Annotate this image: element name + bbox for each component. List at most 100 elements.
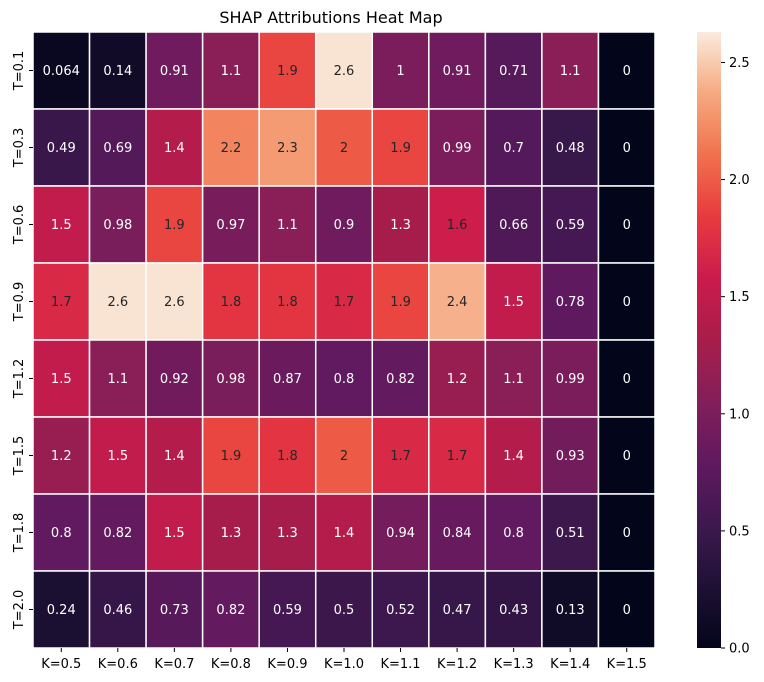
cell-value-label: 0.48 [556,141,585,156]
cell-value-label: 1.7 [390,449,411,464]
cell-value-label: 0.52 [386,603,415,618]
colorbar-tick-label: 0.5 [729,524,750,539]
x-tick-label: K=1.2 [437,657,477,672]
heatmap-cell [201,339,260,418]
cell-value-label: 1.5 [51,218,72,233]
cell-value-label: 2.3 [277,141,298,156]
cell-value-label: 1.3 [390,218,411,233]
heatmap-cell [314,185,374,264]
heatmap-cell [32,493,91,572]
heatmap-cell [314,339,374,418]
heatmap-cell [597,570,656,649]
heatmap-cell [32,185,91,264]
y-tick-label: T=0.9 [12,282,27,323]
cell-value-label: 0.82 [103,526,132,541]
cell-value-label: 1.9 [221,449,242,464]
cell-value-label: 0.8 [334,372,355,387]
x-axis-ticks: K=0.5 K=0.6 K=0.7 K=0.8 K=0.9 K=1.0 K=1.1 K=1.2… [41,648,647,672]
cell-value-label: 0 [623,526,631,541]
x-tick-label: K=0.8 [211,657,251,672]
cell-value-label: 0.84 [443,526,472,541]
cell-value-label: 1 [396,64,404,79]
y-tick-label: T=1.8 [12,513,27,554]
cell-value-label: 0.9 [334,218,355,233]
heatmap-cell [314,108,374,187]
cell-value-label: 1.5 [503,295,524,310]
x-tick-label: K=0.5 [41,657,81,672]
cell-value-label: 1.2 [447,372,468,387]
cell-value-label: 1.1 [107,372,128,387]
cell-value-label: 1.7 [334,295,355,310]
heatmap-cell [428,570,487,649]
cell-value-label: 0.59 [273,603,302,618]
cell-value-label: 0.98 [216,372,245,387]
y-tick-label: T=1.2 [12,359,27,400]
cell-value-label: 1.4 [503,449,524,464]
cell-value-label: 1.2 [51,449,72,464]
heatmap-cell [371,493,430,572]
cell-value-label: 0.46 [103,603,132,618]
cell-value-label: 0.91 [160,64,189,79]
heatmap-cell [541,570,600,649]
cell-value-label: 0.24 [47,603,76,618]
heatmap-cell [371,570,430,649]
cell-value-label: 1.3 [221,526,242,541]
colorbar-tick-label: 2.5 [729,56,750,71]
cell-value-label: 0 [623,372,631,387]
cell-value-label: 1.4 [334,526,355,541]
cell-value-label: 1.5 [107,449,128,464]
y-axis-ticks: T=0.1 T=0.3 T=0.6 T=0.9 T=1.2 T=1.5 T=1.8 T=2.0 [12,51,33,630]
heatmap-cell [88,493,147,572]
heatmap-cell [541,108,600,187]
cell-value-label: 2.6 [107,295,128,310]
heatmap-cell [484,339,543,418]
cell-value-label: 1.7 [447,449,468,464]
heatmap-cell [314,416,374,495]
heatmap-cell [484,416,543,495]
x-tick-label: K=1.4 [550,657,590,672]
cell-value-label: 1.1 [503,372,524,387]
cell-value-label: 0.82 [386,372,415,387]
x-tick-label: K=0.6 [98,657,138,672]
heatmap-cell [32,570,91,649]
heatmap-cell [314,570,374,649]
cell-value-label: 1.8 [277,449,298,464]
heatmap-cell [597,31,656,110]
heatmap-cell [145,339,204,418]
heatmap-cell [201,493,260,572]
heatmap-cell [428,31,487,110]
cell-value-label: 2.6 [164,295,185,310]
cell-value-label: 0.43 [499,603,528,618]
cell-value-label: 2.6 [334,64,355,79]
heatmap-cell [32,339,91,418]
cell-value-label: 0 [623,218,631,233]
heatmap-cell [145,493,204,572]
heatmap-cell [541,262,600,341]
heatmap-cell [32,108,91,187]
colorbar-gradient [697,32,721,648]
cell-value-label: 0 [623,141,631,156]
cell-value-label: 0.69 [103,141,132,156]
cell-value-label: 0.93 [556,449,585,464]
cell-value-label: 0.82 [216,603,245,618]
colorbar: 0.0 0.5 1.0 1.5 2.0 2.5 [697,32,750,657]
heatmap-cell [541,339,600,418]
cell-value-label: 0 [623,603,631,618]
heatmap-cells: 0.064 0.14 0.91 1.1 1.9 2.6 1 0.91 0.71 1.1 0 0.49 0… [32,31,656,649]
heatmap-cell [428,493,487,572]
x-tick-label: K=0.7 [154,657,194,672]
cell-value-label: 0 [623,64,631,79]
cell-value-label: 0.73 [160,603,189,618]
heatmap-cell [258,185,317,264]
colorbar-tick-label: 2.0 [729,173,750,188]
cell-value-label: 0.66 [499,218,528,233]
heatmap-cell [428,108,487,187]
x-tick-label: K=1.1 [380,657,420,672]
heatmap-cell [371,339,430,418]
cell-value-label: 0.14 [103,64,132,79]
cell-value-label: 1.5 [164,526,185,541]
heatmap-cell [484,185,543,264]
cell-value-label: 1.4 [164,449,185,464]
cell-value-label: 1.9 [390,295,411,310]
